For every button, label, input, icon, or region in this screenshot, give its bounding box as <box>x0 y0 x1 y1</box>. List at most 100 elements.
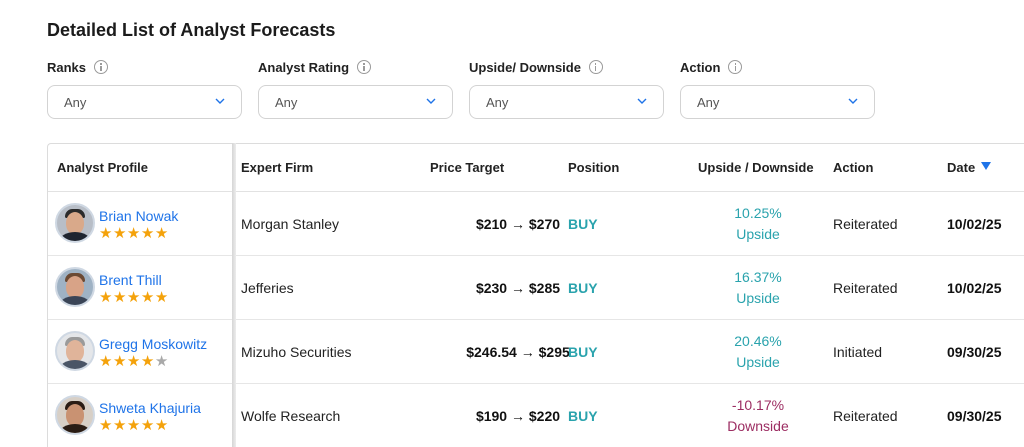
header-analyst-profile[interactable]: Analyst Profile <box>57 160 149 175</box>
select-value: Any <box>275 94 298 110</box>
upside-downside: -10.17% Downside <box>688 384 828 447</box>
avatar[interactable] <box>55 331 95 371</box>
avatar[interactable] <box>55 267 95 307</box>
star-icon: ★ <box>154 353 169 370</box>
star-icon: ★ <box>140 225 155 242</box>
change-value: -10.17% <box>731 397 785 413</box>
rating-stars: ★★★★★ <box>99 418 169 433</box>
info-icon[interactable] <box>357 60 372 74</box>
star-icon: ★ <box>99 417 113 434</box>
star-icon: ★ <box>140 289 155 306</box>
change-value: 16.37% <box>734 269 782 285</box>
star-icon: ★ <box>112 225 127 242</box>
header-date[interactable]: Date <box>947 160 976 175</box>
date: 10/02/25 <box>947 216 1002 232</box>
change-label: Upside <box>736 354 780 370</box>
price-target: $190 → $220 <box>475 408 561 424</box>
position: BUY <box>568 408 598 424</box>
table-header: Analyst Profile Expert Firm Price Target… <box>48 144 1024 192</box>
upside-downside-select[interactable]: Any <box>469 85 664 119</box>
date: 09/30/25 <box>947 408 1002 424</box>
info-icon[interactable] <box>94 60 109 74</box>
analyst-name[interactable]: Gregg Moskowitz <box>99 336 208 352</box>
expert-firm: Wolfe Research <box>241 408 341 424</box>
change-label: Upside <box>736 290 780 306</box>
filter-action: Action Any <box>680 57 875 119</box>
filter-label: Action <box>680 59 721 75</box>
upside-downside: 20.46% Upside <box>688 320 828 384</box>
date: 10/02/25 <box>947 280 1002 296</box>
header-position[interactable]: Position <box>568 160 620 175</box>
expert-firm: Mizuho Securities <box>241 344 352 360</box>
action: Reiterated <box>833 408 898 424</box>
expert-firm: Morgan Stanley <box>241 216 340 232</box>
chevron-down-icon <box>637 98 647 104</box>
info-icon[interactable] <box>728 60 743 74</box>
info-icon[interactable] <box>588 60 603 74</box>
date: 09/30/25 <box>947 344 1002 360</box>
header-upside-downside[interactable]: Upside / Downside <box>698 160 814 175</box>
table-row: Brian Nowak ★★★★★ Morgan Stanley $210 → … <box>48 192 1024 256</box>
change-value: 10.25% <box>734 205 782 221</box>
action: Reiterated <box>833 216 898 232</box>
rating-stars: ★★★★★ <box>99 226 169 241</box>
page-title: Detailed List of Analyst Forecasts <box>47 20 336 40</box>
filter-ranks: Ranks Any <box>47 57 242 119</box>
price-target: $210 → $270 <box>475 216 561 232</box>
table-row: Shweta Khajuria ★★★★★ Wolfe Research $19… <box>48 384 1024 447</box>
action-select[interactable]: Any <box>680 85 875 119</box>
star-icon: ★ <box>126 353 141 370</box>
avatar[interactable] <box>55 395 95 435</box>
filter-analyst-rating: Analyst Rating Any <box>258 57 453 119</box>
avatar[interactable] <box>55 203 95 243</box>
filter-upside-downside: Upside/ Downside Any <box>469 57 664 119</box>
header-action[interactable]: Action <box>833 160 874 175</box>
price-target: $230 → $285 <box>475 280 561 296</box>
position: BUY <box>568 280 598 296</box>
star-icon: ★ <box>140 417 155 434</box>
expert-firm: Jefferies <box>241 280 294 296</box>
analyst-name[interactable]: Shweta Khajuria <box>99 400 201 416</box>
rating-stars: ★★★★★ <box>99 354 169 369</box>
sort-desc-icon[interactable] <box>981 162 991 170</box>
analyst-rating-select[interactable]: Any <box>258 85 453 119</box>
column-divider <box>232 143 236 447</box>
star-icon: ★ <box>126 225 141 242</box>
analyst-name[interactable]: Brent Thill <box>99 272 162 288</box>
forecasts-table: Analyst Profile Expert Firm Price Target… <box>47 143 1024 447</box>
select-value: Any <box>486 94 509 110</box>
filter-label: Ranks <box>47 59 87 75</box>
action: Initiated <box>833 344 883 360</box>
change-label: Upside <box>736 226 780 242</box>
change-label: Downside <box>727 418 789 434</box>
star-icon: ★ <box>99 353 113 370</box>
select-value: Any <box>64 94 87 110</box>
header-price-target[interactable]: Price Target <box>430 160 505 175</box>
table-row: Gregg Moskowitz ★★★★★ Mizuho Securities … <box>48 320 1024 384</box>
chevron-down-icon <box>426 98 436 104</box>
star-icon: ★ <box>112 417 127 434</box>
rating-stars: ★★★★★ <box>99 290 169 305</box>
star-icon: ★ <box>154 289 169 306</box>
position: BUY <box>568 216 598 232</box>
change-value: 20.46% <box>734 333 782 349</box>
filter-label: Analyst Rating <box>258 59 350 75</box>
star-icon: ★ <box>126 289 141 306</box>
select-value: Any <box>697 94 720 110</box>
star-icon: ★ <box>99 289 113 306</box>
star-icon: ★ <box>140 353 155 370</box>
header-expert-firm[interactable]: Expert Firm <box>241 160 314 175</box>
star-icon: ★ <box>126 417 141 434</box>
price-target: $246.54 → $295 <box>466 344 570 360</box>
filter-label: Upside/ Downside <box>469 59 581 75</box>
star-icon: ★ <box>154 225 169 242</box>
upside-downside: 16.37% Upside <box>688 256 828 320</box>
position: BUY <box>568 344 598 360</box>
table-row: Brent Thill ★★★★★ Jefferies $230 → $285 … <box>48 256 1024 320</box>
analyst-name[interactable]: Brian Nowak <box>99 208 179 224</box>
star-icon: ★ <box>112 289 127 306</box>
star-icon: ★ <box>99 225 113 242</box>
star-icon: ★ <box>112 353 127 370</box>
ranks-select[interactable]: Any <box>47 85 242 119</box>
chevron-down-icon <box>848 98 858 104</box>
